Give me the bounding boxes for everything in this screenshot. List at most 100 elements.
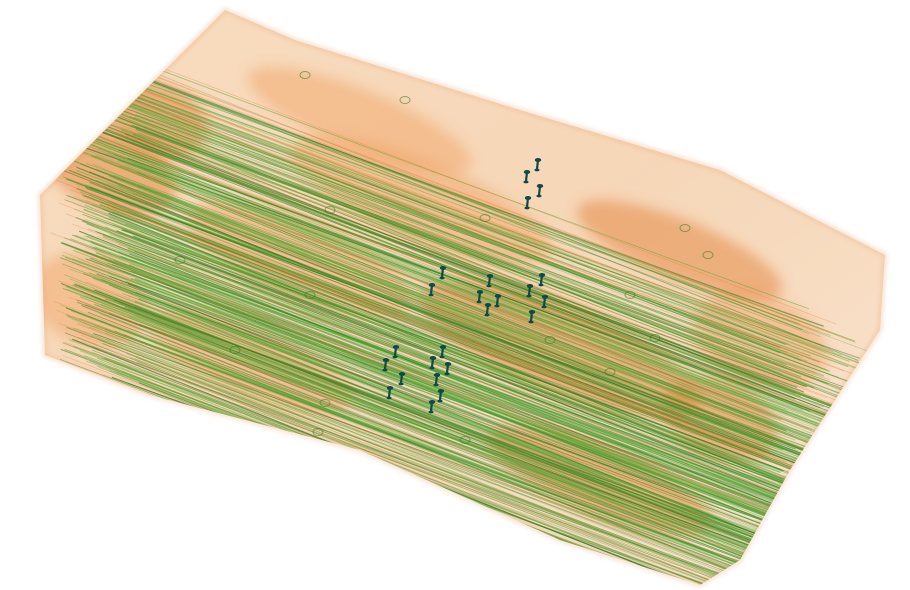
fiber-strand [134, 257, 842, 523]
fiber-strand [124, 137, 801, 397]
fiber-strand [131, 259, 857, 543]
fiber-strand-orange [82, 68, 871, 368]
fiber-strand [84, 295, 833, 585]
ring-artifact [459, 436, 471, 444]
ring-artifact [604, 368, 616, 376]
fiber-strand [130, 277, 823, 531]
fiber-strand-orange [67, 108, 827, 399]
fiber-strand [119, 255, 838, 520]
fiber-strand [102, 342, 874, 585]
fiber-strand [118, 251, 879, 532]
fiber-strand [63, 70, 781, 354]
fiber-strand-orange [79, 47, 857, 344]
fiber-strand-orange [109, 353, 852, 585]
fiber-strand [69, 278, 822, 580]
ring-artifact [399, 96, 411, 104]
pin-icon [428, 283, 436, 297]
fiber-strand [65, 256, 864, 554]
ring-artifact [174, 256, 186, 264]
fiber-strand-orange [93, 77, 878, 376]
fiber-strand [80, 290, 827, 585]
pin-icon [524, 196, 532, 210]
fiber-strand-orange [82, 195, 823, 478]
fiber-strand [95, 218, 874, 516]
fiber-strand [81, 194, 796, 464]
pin-icon [444, 362, 452, 376]
orange-haze-blob [248, 67, 472, 173]
fiber-strand-orange [104, 132, 802, 398]
fiber-strand [111, 206, 870, 486]
fiber-strand [134, 277, 862, 557]
ring-artifact [702, 251, 714, 259]
fiber-strand-orange [88, 272, 834, 556]
fiber-strand [69, 268, 864, 568]
fiber-strand-orange [73, 195, 867, 498]
fiber-strand [71, 262, 842, 565]
pin-icon [534, 158, 542, 172]
fiber-strand [132, 133, 872, 421]
fiber-strand [80, 163, 846, 455]
fiber-strand [73, 171, 876, 490]
fiber-strand [67, 195, 785, 460]
ring-artifact [324, 206, 336, 214]
fiber-strand-orange [85, 132, 824, 414]
fiber-strand [105, 214, 846, 505]
fiber-strand [118, 165, 812, 431]
fiber-strand-orange [106, 208, 851, 493]
fiber-strand-orange [70, 189, 819, 475]
ring-artifact [544, 336, 556, 344]
fiber-strand-orange [90, 54, 819, 332]
fiber-strand [83, 355, 879, 585]
fiber-strand [132, 193, 826, 464]
fiber-strand [73, 327, 822, 585]
fiber-strand [62, 77, 828, 371]
fiber-strand [95, 179, 851, 460]
pin-icon [536, 184, 544, 198]
fiber-strand [101, 201, 809, 459]
fiber-strand [93, 289, 786, 555]
fiber-strand [113, 259, 789, 505]
fiber-strand [59, 66, 842, 356]
fiber-strand [135, 292, 856, 570]
fiber-strand [68, 169, 878, 494]
fiber-strand [134, 126, 838, 398]
fiber-strand-orange [94, 250, 815, 525]
fiber-strand [76, 169, 820, 464]
fiber-strand [132, 235, 840, 516]
fiber-strand-orange [86, 132, 831, 416]
fiber-strand [64, 274, 856, 579]
fiber-strand [135, 128, 829, 385]
fiber-strand [130, 124, 865, 420]
fiber-strand [138, 206, 787, 463]
fiber-strand [134, 234, 821, 486]
fiber-strand [68, 131, 873, 439]
fiber-strand [92, 204, 840, 487]
fiber-strand-orange [89, 86, 803, 358]
fiber-strand [85, 200, 793, 467]
ring-artifact [304, 291, 316, 299]
fiber-strand [65, 74, 808, 362]
fiber-strand [95, 154, 838, 442]
fiber-strand [64, 141, 817, 424]
pin-icon [398, 372, 406, 386]
fiber-strand-orange [86, 49, 829, 333]
fiber-strand-orange [74, 248, 862, 549]
fiber-strand-orange [86, 296, 862, 585]
fiber-strand [111, 263, 781, 514]
fiber-strand [90, 198, 796, 467]
fiber-strand [114, 240, 870, 520]
fiber-strand [129, 163, 877, 462]
ring-artifact [679, 224, 691, 232]
fiber-strand [72, 284, 835, 566]
fiber-strand [90, 106, 831, 381]
fiber-strand [98, 71, 831, 337]
fiber-strand [78, 63, 800, 325]
fiber-strand [93, 333, 808, 585]
fiber-strand-orange [106, 113, 810, 382]
fiber-strand [112, 286, 826, 572]
fiber-strand [66, 91, 815, 389]
fiber-strand [117, 159, 863, 442]
fiber-strand [87, 312, 837, 585]
fiber-strand [111, 197, 807, 476]
